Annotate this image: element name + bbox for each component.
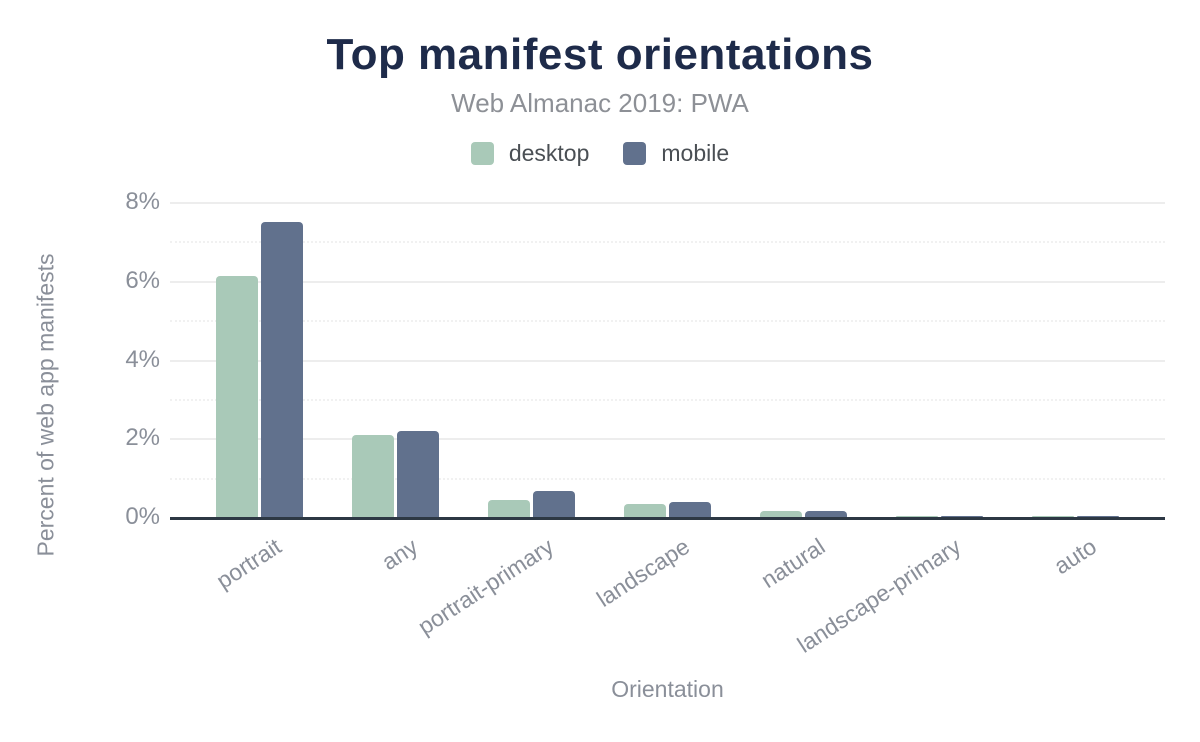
bar-group-any <box>328 202 464 517</box>
gridline-minor-5 <box>170 320 1165 323</box>
chart-subtitle: Web Almanac 2019: PWA <box>451 88 749 118</box>
bar-mobile-any[interactable] <box>397 431 440 517</box>
bar-desktop-portrait[interactable] <box>216 276 259 517</box>
gridline-major-2 <box>170 438 1165 441</box>
bar-group-portrait <box>192 202 328 517</box>
legend-label-desktop: desktop <box>508 140 590 166</box>
legend-item-mobile[interactable]: mobile <box>623 140 729 167</box>
y-tick-label-0: 0% <box>125 503 160 530</box>
bar-desktop-landscape[interactable] <box>624 504 666 517</box>
legend-swatch-desktop <box>470 142 494 165</box>
y-tick-label-8: 8% <box>125 188 160 215</box>
x-axis-title: Orientation <box>611 676 724 702</box>
bar-group-landscape <box>600 202 736 517</box>
bar-mobile-portrait-primary[interactable] <box>533 491 576 517</box>
x-axis-line <box>170 517 1165 520</box>
bar-mobile-landscape-primary[interactable] <box>940 516 983 517</box>
x-tick-label-natural: natural <box>756 533 830 594</box>
bar-desktop-any[interactable] <box>352 435 395 517</box>
y-tick-label-6: 6% <box>125 266 160 294</box>
x-band-portrait: portrait <box>192 521 328 651</box>
bar-group-landscape-primary <box>871 202 1007 517</box>
x-band-portrait-primary: portrait-primary <box>413 521 600 651</box>
bar-desktop-portrait-primary[interactable] <box>488 500 531 517</box>
y-tick-label-2: 2% <box>125 424 160 452</box>
x-tick-label-any: any <box>376 533 422 576</box>
bar-mobile-natural[interactable] <box>804 511 847 517</box>
bars-container <box>192 202 1143 517</box>
x-band-landscape-primary: landscape-primary <box>793 521 1007 658</box>
bar-group-natural <box>735 202 871 517</box>
x-band-auto: auto <box>1007 521 1143 651</box>
x-tick-label-portrait: portrait <box>211 533 287 594</box>
chart-title: Top manifest orientations <box>326 30 874 79</box>
bar-mobile-landscape[interactable] <box>669 502 711 517</box>
y-axis-title: Percent of web app manifests <box>32 253 59 557</box>
legend: desktop mobile <box>0 140 1200 167</box>
bar-group-auto <box>1007 202 1143 517</box>
x-band-landscape: landscape <box>592 521 736 651</box>
legend-label-mobile: mobile <box>661 140 730 166</box>
bar-desktop-landscape-primary[interactable] <box>895 516 938 517</box>
bar-mobile-auto[interactable] <box>1076 516 1119 517</box>
gridline-minor-3 <box>170 398 1165 401</box>
x-tick-label-auto: auto <box>1049 533 1102 580</box>
x-axis-tick-labels: portrait any portrait-primary landscape natu… <box>170 521 1165 658</box>
gridline-major-6 <box>170 280 1165 283</box>
y-tick-label-4: 4% <box>125 345 160 373</box>
gridline-major-8 <box>170 202 1165 204</box>
plot-area <box>170 202 1165 520</box>
legend-swatch-mobile <box>623 142 647 165</box>
bar-desktop-auto[interactable] <box>1031 516 1074 517</box>
legend-item-desktop[interactable]: desktop <box>470 140 590 167</box>
bar-group-portrait-primary <box>464 202 600 517</box>
gridline-minor-1 <box>170 477 1165 480</box>
x-axis-bands: portrait any portrait-primary landscape natu… <box>192 521 1143 658</box>
gridline-major-4 <box>170 359 1165 362</box>
gridline-minor-7 <box>170 241 1165 244</box>
bar-mobile-portrait[interactable] <box>261 222 304 517</box>
x-band-any: any <box>328 521 464 651</box>
x-tick-label-landscape: landscape <box>591 533 694 612</box>
bar-desktop-natural[interactable] <box>759 511 802 517</box>
